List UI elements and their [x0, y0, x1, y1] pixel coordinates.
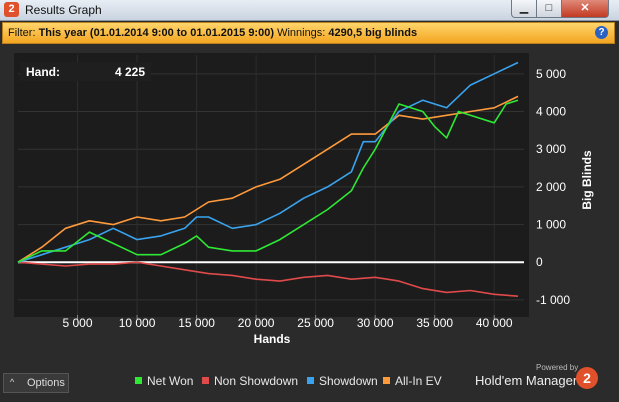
series-allin-ev: [17, 95, 519, 263]
brand-name: Hold'em Manager: [475, 373, 578, 388]
legend-swatch: [307, 377, 314, 384]
hand-readout-value: 4 225: [114, 65, 145, 79]
close-button[interactable]: ✕: [561, 0, 609, 18]
x-tick-label: 40 000: [476, 316, 513, 330]
window-title: Results Graph: [25, 3, 102, 17]
options-label: Options: [27, 377, 65, 389]
x-tick-label: 25 000: [297, 316, 334, 330]
hand-readout-label: Hand:: [26, 65, 60, 79]
filter-value: This year (01.01.2014 9:00 to 01.01.2015…: [38, 27, 274, 39]
series-net-won: [17, 99, 519, 263]
x-axis-ticks: 5 000 10 000 15 000 20 000 25 000 30 000 35 00…: [63, 315, 513, 330]
y-tick-label: 3 000: [536, 142, 566, 156]
filter-label: Filter:: [8, 27, 36, 39]
y-tick-label: 1 000: [536, 218, 566, 232]
legend-label: All-In EV: [395, 374, 442, 388]
legend-swatch: [202, 377, 209, 384]
plot-area: [14, 53, 529, 317]
title-bar: 2 Results Graph ▁ □ ✕: [0, 0, 619, 21]
y-tick-label: -1 000: [536, 293, 570, 307]
legend-swatch: [383, 377, 390, 384]
legend-item-net-won[interactable]: Net Won: [135, 374, 193, 388]
legend-label: Net Won: [147, 374, 194, 388]
legend-swatch: [135, 377, 142, 384]
winnings-label: Winnings:: [277, 27, 326, 39]
filter-bar[interactable]: Filter: This year (01.01.2014 9:00 to 01…: [2, 22, 615, 44]
brand-logo-icon: 2: [576, 367, 598, 389]
hand-readout: Hand: 4 225: [20, 62, 151, 81]
gridlines: [18, 55, 524, 315]
legend-item-non-showdown[interactable]: Non Showdown: [202, 374, 298, 388]
x-tick-label: 20 000: [238, 316, 275, 330]
winnings-value: 4290,5 big blinds: [328, 27, 418, 39]
x-tick-label: 10 000: [119, 316, 156, 330]
y-axis-ticks: -1 000 0 1 000 2 000 3 000 4 000 5 000: [536, 67, 570, 307]
legend-label: Non Showdown: [214, 374, 299, 388]
x-tick-label: 5 000: [63, 316, 93, 330]
legend-item-allin-ev[interactable]: All-In EV: [383, 374, 442, 388]
y-tick-label: 0: [536, 255, 543, 269]
chevron-up-icon: ^: [10, 377, 15, 387]
y-tick-label: 2 000: [536, 180, 566, 194]
y-axis-label: Big Blinds: [580, 150, 594, 210]
series-non-showdown: [17, 261, 519, 297]
x-tick-label: 35 000: [416, 316, 453, 330]
help-icon[interactable]: ?: [595, 26, 608, 39]
y-tick-label: 5 000: [536, 67, 566, 81]
series-showdown: [17, 61, 519, 263]
x-axis-label: Hands: [254, 332, 291, 346]
y-tick-label: 4 000: [536, 105, 566, 119]
legend-label: Showdown: [319, 374, 378, 388]
powered-by-text: Powered by: [536, 363, 579, 372]
series-layer: [17, 61, 519, 297]
app-logo-icon: 2: [4, 2, 19, 17]
options-button[interactable]: ^ Options: [3, 373, 69, 393]
x-tick-label: 15 000: [178, 316, 215, 330]
legend-item-showdown[interactable]: Showdown: [307, 374, 378, 388]
x-tick-label: 30 000: [357, 316, 394, 330]
